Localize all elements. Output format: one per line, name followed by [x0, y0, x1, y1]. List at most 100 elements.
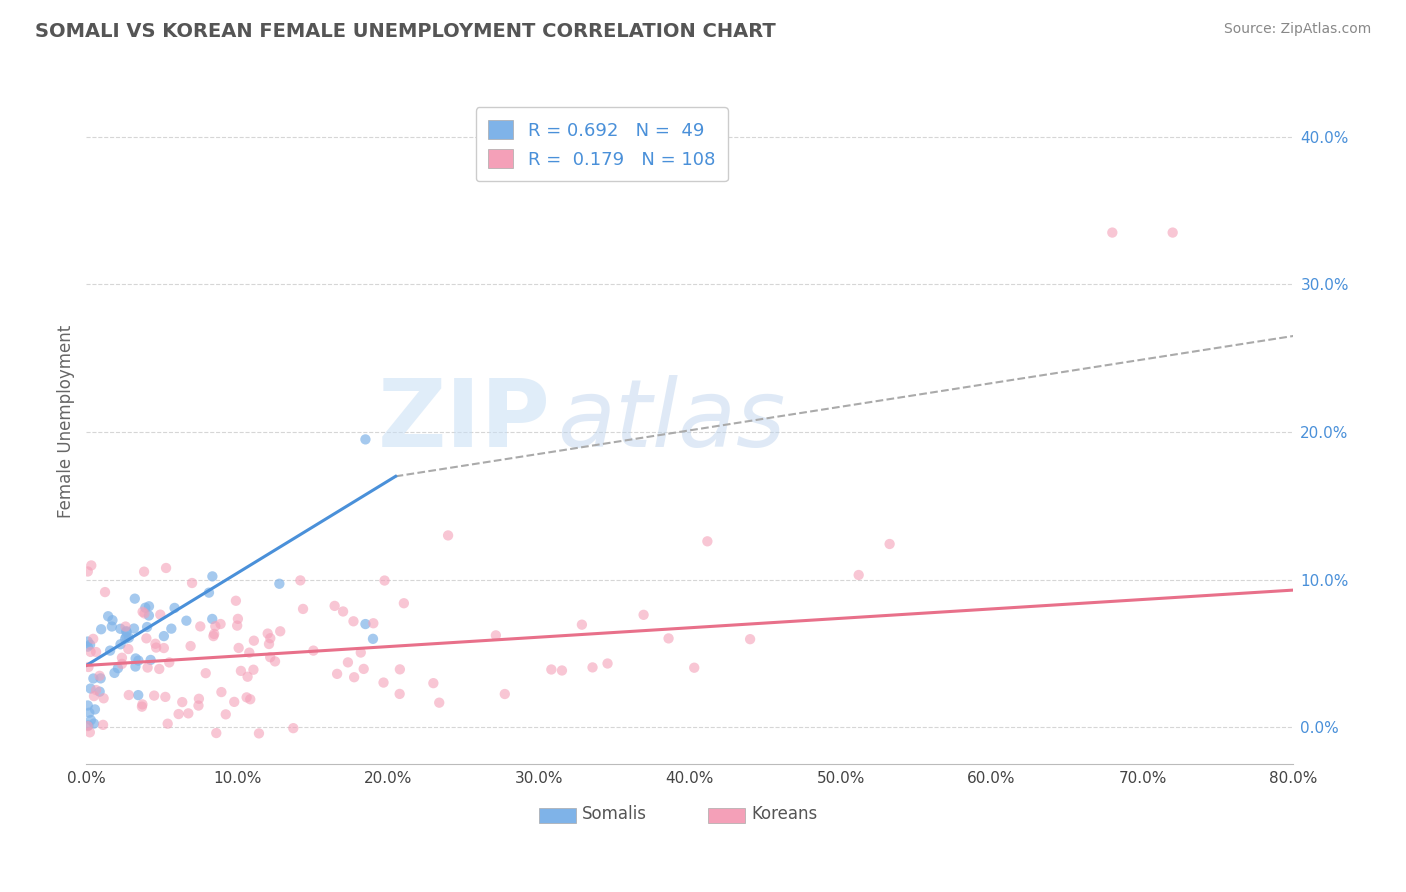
Point — [242, 663, 264, 677]
Point — [571, 617, 593, 632]
Point — [596, 657, 619, 671]
Point — [188, 619, 211, 633]
Point — [76, 634, 98, 648]
Point — [202, 629, 225, 643]
Point — [209, 685, 232, 699]
Point — [256, 626, 278, 640]
Point — [269, 624, 291, 639]
Point — [127, 688, 149, 702]
Point — [177, 706, 200, 721]
Point — [353, 662, 375, 676]
Point — [283, 721, 305, 735]
Point — [292, 602, 315, 616]
Point — [118, 688, 141, 702]
Point — [201, 612, 224, 626]
Point — [118, 631, 141, 645]
Point — [148, 662, 170, 676]
Point — [131, 605, 153, 619]
Point — [738, 632, 761, 647]
Point — [84, 683, 107, 698]
Point — [93, 691, 115, 706]
Text: Source: ZipAtlas.com: Source: ZipAtlas.com — [1223, 22, 1371, 37]
Point — [202, 627, 225, 641]
Point — [153, 641, 176, 656]
Point — [101, 619, 124, 633]
Text: Somalis: Somalis — [582, 805, 647, 823]
Point — [879, 537, 901, 551]
Point — [269, 576, 291, 591]
Point — [139, 653, 162, 667]
Point — [392, 596, 415, 610]
Point — [363, 616, 385, 631]
Point — [131, 699, 153, 714]
Point — [143, 689, 166, 703]
Point — [89, 684, 111, 698]
Point — [149, 607, 172, 622]
Point — [114, 632, 136, 646]
Point — [683, 661, 706, 675]
Point — [156, 716, 179, 731]
Point — [79, 725, 101, 739]
Point — [180, 639, 202, 653]
Point — [427, 696, 450, 710]
Point — [136, 620, 159, 634]
Point — [343, 670, 366, 684]
Point — [350, 646, 373, 660]
Point — [361, 632, 384, 646]
Point — [124, 659, 146, 673]
Point — [205, 726, 228, 740]
Point — [110, 637, 132, 651]
Point — [77, 718, 100, 732]
Point — [264, 654, 287, 668]
Point — [79, 638, 101, 652]
Point — [131, 698, 153, 712]
Point — [107, 661, 129, 675]
Point — [134, 607, 156, 621]
Point — [204, 619, 226, 633]
Point — [76, 565, 98, 579]
Point — [848, 568, 870, 582]
Point — [225, 594, 247, 608]
Point — [1101, 226, 1123, 240]
Point — [336, 656, 359, 670]
FancyBboxPatch shape — [709, 808, 745, 823]
Point — [167, 707, 190, 722]
Point — [236, 670, 259, 684]
Point — [658, 632, 681, 646]
Point — [155, 690, 177, 704]
Point — [110, 622, 132, 636]
Point — [98, 643, 121, 657]
Point — [79, 706, 101, 720]
Text: Koreans: Koreans — [751, 805, 817, 823]
Point — [696, 534, 718, 549]
Point — [160, 622, 183, 636]
Point — [80, 713, 103, 727]
Point — [84, 702, 107, 716]
Point — [176, 614, 198, 628]
Point — [235, 690, 257, 705]
Point — [76, 640, 98, 654]
Point — [323, 599, 346, 613]
Point — [134, 600, 156, 615]
Point — [138, 608, 160, 623]
Point — [83, 689, 105, 703]
Point — [354, 433, 377, 447]
Point — [209, 617, 232, 632]
Point — [91, 718, 114, 732]
Point — [187, 698, 209, 713]
Point — [326, 666, 349, 681]
Point — [243, 633, 266, 648]
Point — [229, 664, 252, 678]
Point — [437, 528, 460, 542]
Point — [215, 707, 238, 722]
Point — [145, 637, 167, 651]
Point — [181, 576, 204, 591]
Point — [163, 601, 186, 615]
Point — [259, 632, 281, 646]
Text: SOMALI VS KOREAN FEMALE UNEMPLOYMENT CORRELATION CHART: SOMALI VS KOREAN FEMALE UNEMPLOYMENT COR… — [35, 22, 776, 41]
Point — [114, 619, 136, 633]
Point — [90, 622, 112, 636]
Point — [373, 675, 395, 690]
Text: ZIP: ZIP — [378, 375, 551, 467]
Legend: R = 0.692   N =  49, R =  0.179   N = 108: R = 0.692 N = 49, R = 0.179 N = 108 — [475, 107, 728, 181]
